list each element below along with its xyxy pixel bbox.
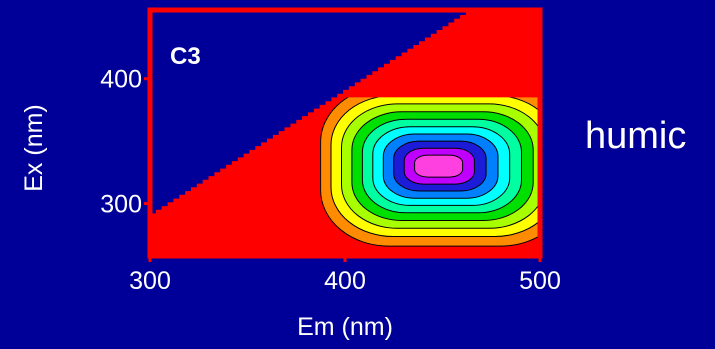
y-tick-label: 300 (100, 191, 142, 219)
contour-band (414, 154, 464, 178)
contour-bands (320, 97, 540, 247)
contour-layer (150, 10, 540, 256)
x-tick-label: 500 (519, 267, 561, 295)
y-axis-title: Ex (nm) (20, 104, 48, 192)
axes: 300 400 500 300 400 (100, 66, 561, 295)
x-tick-label: 400 (324, 267, 366, 295)
panel-label: C3 (170, 43, 201, 70)
x-tick-label: 300 (129, 267, 171, 295)
y-tick-label: 400 (100, 66, 142, 94)
component-type-label: humic (585, 115, 687, 157)
x-axis-title: Em (nm) (297, 313, 393, 341)
